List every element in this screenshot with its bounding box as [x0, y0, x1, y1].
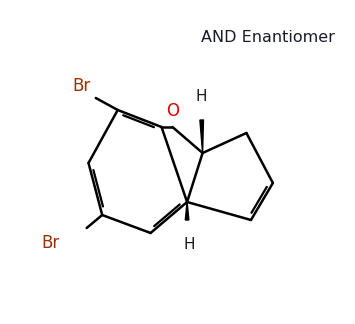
Text: AND Enantiomer: AND Enantiomer [201, 30, 335, 45]
Text: Br: Br [41, 234, 59, 252]
Text: H: H [183, 237, 195, 252]
Text: H: H [196, 89, 207, 104]
Polygon shape [200, 120, 203, 153]
Text: O: O [166, 102, 179, 121]
Polygon shape [185, 202, 189, 220]
Text: Br: Br [72, 77, 90, 95]
